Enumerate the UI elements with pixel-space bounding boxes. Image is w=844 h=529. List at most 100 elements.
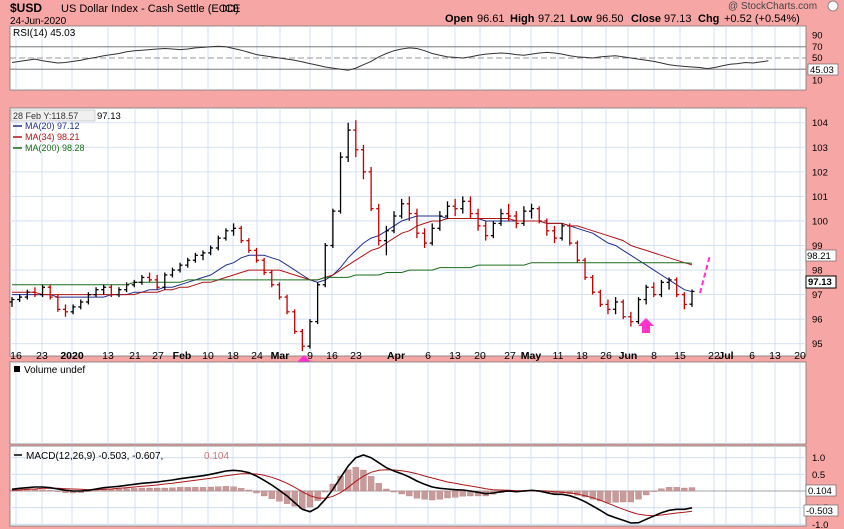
- legend-label: MA(34) 98.21: [25, 132, 80, 142]
- macd-hist-bar: [429, 490, 436, 501]
- price-bar: [445, 201, 451, 219]
- price-bar: [284, 294, 290, 315]
- macd-hist-bar: [658, 488, 665, 492]
- ma-badge: 98.21: [805, 249, 837, 262]
- macd-hist-bar: [47, 490, 54, 492]
- macd-hist-bar: [673, 487, 680, 492]
- projection-line: [699, 254, 711, 294]
- macd-hist-bar: [436, 490, 444, 500]
- price-bar: [651, 282, 657, 298]
- date-tick-label: 16: [326, 350, 338, 362]
- volume-grid: [15, 362, 801, 444]
- price-bar: [78, 299, 84, 310]
- moving-averages: [12, 215, 693, 298]
- price-bar: [231, 223, 237, 236]
- rsi-tick-label: 70: [812, 42, 823, 53]
- rsi-label: RSI(14) 45.03: [13, 28, 76, 39]
- svg-text:0.104: 0.104: [808, 486, 832, 497]
- close-badge: 97.13: [805, 275, 837, 289]
- macd-hist-bar: [352, 467, 359, 492]
- macd-hist-bar: [176, 487, 184, 492]
- date-tick-label: 15: [674, 350, 686, 362]
- price-bar: [345, 122, 351, 163]
- price-bar: [139, 274, 145, 285]
- price-tick-label: 95: [812, 339, 823, 350]
- date-tick-label: Jun: [619, 350, 638, 362]
- price-bar: [437, 211, 443, 231]
- close-label: Close: [631, 13, 661, 25]
- price-bar: [399, 198, 405, 219]
- chart-date: 24-Jun-2020: [10, 16, 67, 27]
- legend-label: MA(20) 97.12: [25, 121, 80, 131]
- date-tick-label: 6: [749, 350, 755, 362]
- price-tick-label: 98: [812, 266, 823, 277]
- settings-icon[interactable]: [827, 0, 839, 12]
- date-tick-label: 13: [102, 350, 114, 362]
- price-bar: [414, 208, 420, 239]
- low-label: Low: [570, 13, 592, 25]
- chg-value: +0.52 (+0.54%): [724, 13, 800, 25]
- price-bar: [643, 284, 649, 305]
- macd-hist-bar: [199, 487, 207, 492]
- ma34-line: [12, 218, 693, 296]
- macd-hist-bar: [131, 488, 138, 492]
- up-arrow-icon: [638, 318, 654, 333]
- price-bar: [169, 267, 175, 278]
- date-tick-label: Jul: [718, 350, 733, 362]
- price-bar: [299, 328, 305, 352]
- price-bar: [513, 211, 519, 229]
- macd-hist-bar: [390, 490, 398, 493]
- price-bar: [315, 282, 321, 325]
- macd-hist-bar: [375, 483, 382, 492]
- macd-legend: MACD(12,26,9) -0.503, -0.607, 0.104: [14, 451, 229, 462]
- price-tick-label: 103: [812, 143, 828, 154]
- volume-legend: Volume undef: [14, 365, 85, 376]
- macd-hist-bar: [620, 490, 627, 503]
- rsi-tick-label: 90: [812, 31, 823, 42]
- date-tick-label: 10: [202, 350, 214, 362]
- price-bar: [338, 152, 344, 214]
- price-bar: [17, 294, 23, 302]
- date-tick-label: 23: [350, 350, 362, 362]
- price-bar: [620, 299, 626, 320]
- price-tick-label: 100: [812, 216, 828, 227]
- price-bar: [47, 284, 53, 300]
- date-tick-label: 26: [600, 350, 612, 362]
- price-bar: [590, 274, 596, 295]
- price-bar: [85, 292, 91, 305]
- price-bar: [269, 270, 275, 288]
- rsi-tick-label: 10: [812, 75, 823, 86]
- price-tooltip: 28 Feb Y:118.57: [10, 109, 96, 122]
- macd-hist-bar: [589, 490, 596, 500]
- price-bar: [24, 289, 30, 300]
- macd-hist-bar: [451, 490, 459, 498]
- date-tick-label: 13: [769, 350, 781, 362]
- price-bar: [253, 247, 259, 263]
- price-bar: [162, 272, 168, 290]
- macd-hist-bar: [245, 489, 253, 492]
- price-bar: [383, 225, 389, 256]
- price-bar: [200, 250, 206, 261]
- macd-hist-bar: [54, 490, 61, 492]
- date-tick-label: Mar: [271, 350, 290, 362]
- macd-hist-bar: [230, 486, 237, 492]
- macd-hist-bar: [329, 483, 337, 492]
- price-bar: [154, 274, 160, 290]
- svg-text:-0.503: -0.503: [806, 506, 833, 517]
- price-bar: [124, 282, 130, 293]
- price-tick-label: 104: [812, 118, 828, 129]
- macd-hist-bar: [665, 487, 673, 492]
- price-bar: [292, 309, 298, 334]
- svg-text:97.13: 97.13: [808, 277, 832, 288]
- macd-hist-bar: [154, 487, 161, 492]
- price-bar: [147, 272, 153, 283]
- price-bar: [529, 203, 535, 219]
- macd-hist-bar: [650, 490, 657, 492]
- legend-label: MA(200) 98.28: [25, 143, 85, 153]
- macd-hist-bar: [222, 486, 230, 492]
- date-tick-label: 13: [449, 350, 461, 362]
- date-tick-label: 27: [504, 350, 516, 362]
- macd-hist-bar: [215, 486, 222, 492]
- high-label: High: [510, 13, 535, 25]
